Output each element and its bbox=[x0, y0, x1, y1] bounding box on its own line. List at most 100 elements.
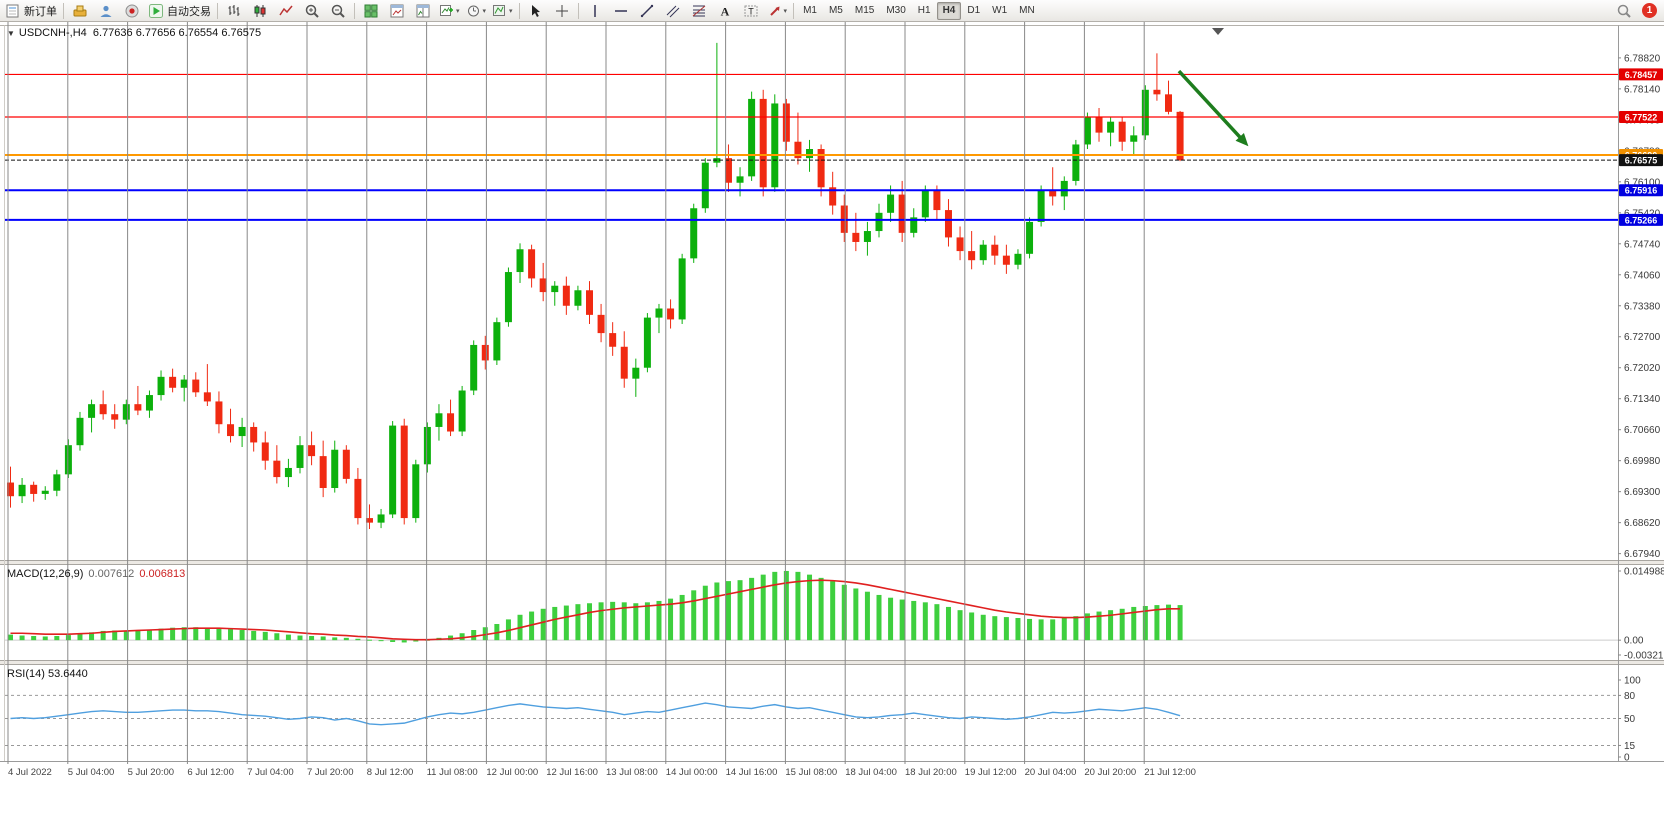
text-button[interactable]: A bbox=[712, 0, 738, 22]
channel-button[interactable] bbox=[660, 0, 686, 22]
autotrade-button[interactable]: 自动交易 bbox=[145, 0, 214, 22]
chart-canvas[interactable]: 6.788206.781406.774606.767806.761006.754… bbox=[0, 22, 1664, 833]
macd-bar bbox=[459, 633, 465, 641]
price-axis-label: 6.74740 bbox=[1624, 239, 1661, 250]
trendline-button[interactable] bbox=[634, 0, 660, 22]
macd-bar bbox=[783, 570, 789, 641]
template-dropdown bbox=[493, 4, 506, 16]
macd-bar bbox=[31, 636, 37, 641]
macd-bar bbox=[65, 635, 71, 641]
candle bbox=[1037, 190, 1045, 222]
panel-separator[interactable] bbox=[0, 560, 1664, 565]
timeframe-W1[interactable]: W1 bbox=[992, 4, 1008, 16]
community-button[interactable] bbox=[119, 0, 145, 22]
time-axis[interactable] bbox=[0, 761, 1664, 791]
window-chart-button[interactable] bbox=[384, 0, 410, 22]
template-dropdown[interactable]: ▾ bbox=[489, 0, 516, 22]
time-axis-label: 4 Jul 2022 bbox=[8, 767, 52, 778]
macd-bar bbox=[54, 636, 60, 641]
macd-bar bbox=[563, 605, 569, 641]
candle bbox=[412, 464, 420, 519]
macd-bar bbox=[725, 581, 731, 641]
candle bbox=[227, 424, 235, 437]
time-axis-label: 18 Jul 04:00 bbox=[845, 767, 897, 778]
candle bbox=[64, 445, 72, 475]
profile-button[interactable] bbox=[93, 0, 119, 22]
macd-bar bbox=[1027, 618, 1033, 641]
rsi-axis-label: 50 bbox=[1624, 714, 1636, 725]
fibonacci-icon bbox=[692, 5, 705, 16]
candle bbox=[377, 514, 385, 523]
zoom-out-button[interactable] bbox=[325, 0, 351, 22]
timeframe-M1[interactable]: M1 bbox=[803, 4, 817, 16]
candle bbox=[759, 98, 767, 188]
line-chart-button[interactable] bbox=[273, 0, 299, 22]
channel-icon bbox=[666, 5, 679, 17]
candle bbox=[41, 490, 49, 494]
search-button[interactable] bbox=[1611, 0, 1637, 22]
window-vertical-button[interactable] bbox=[410, 0, 436, 22]
price-axis-label: 6.75420 bbox=[1624, 208, 1661, 219]
candle bbox=[389, 425, 397, 515]
new-chart-dropdown[interactable]: ▾ bbox=[436, 0, 463, 22]
macd-bar bbox=[89, 632, 95, 641]
styles-button[interactable] bbox=[67, 0, 93, 22]
vertical-line-button[interactable] bbox=[582, 0, 608, 22]
candle bbox=[493, 322, 501, 361]
horizontal-line-button[interactable] bbox=[608, 0, 634, 22]
candle bbox=[690, 208, 698, 259]
arrows-dropdown bbox=[769, 6, 780, 16]
svg-text:6.75916: 6.75916 bbox=[1625, 186, 1658, 196]
fibonacci-button[interactable] bbox=[686, 0, 712, 22]
macd-layer bbox=[8, 570, 1183, 643]
chart-shift-marker[interactable] bbox=[1212, 28, 1224, 35]
macd-bar bbox=[1084, 613, 1090, 641]
candle bbox=[30, 484, 38, 494]
periods-dropdown[interactable]: ▾ bbox=[463, 0, 490, 22]
candle bbox=[887, 194, 895, 213]
notification-badge[interactable]: 1 bbox=[1642, 3, 1657, 18]
macd-bar bbox=[980, 614, 986, 641]
timeframe-MN[interactable]: MN bbox=[1019, 4, 1035, 16]
label-button[interactable]: T bbox=[738, 0, 764, 22]
chart-area[interactable]: 6.788206.781406.774606.767806.761006.754… bbox=[0, 22, 1664, 833]
macd-bar bbox=[760, 574, 766, 641]
trend-arrow-annotation[interactable] bbox=[1177, 69, 1249, 147]
candle bbox=[806, 149, 814, 159]
order-icon-label: 新订单 bbox=[24, 5, 57, 18]
timeframe-M30[interactable]: M30 bbox=[886, 4, 906, 16]
timeframe-M15[interactable]: M15 bbox=[854, 4, 875, 16]
search-icon bbox=[1617, 4, 1631, 18]
candle bbox=[829, 187, 837, 206]
timeframe-M5[interactable]: M5 bbox=[828, 4, 843, 16]
order-button[interactable]: 新订单 bbox=[2, 0, 60, 22]
zoom-in-button[interactable] bbox=[299, 0, 325, 22]
candle bbox=[991, 244, 999, 256]
bar-chart-button[interactable] bbox=[221, 0, 247, 22]
timeframe-H1[interactable]: H1 bbox=[917, 4, 931, 16]
candle bbox=[157, 376, 165, 396]
macd-bar bbox=[656, 600, 662, 641]
macd-bar bbox=[390, 640, 396, 643]
candle bbox=[910, 217, 918, 233]
chart-collapse-arrow-icon[interactable]: ▼ bbox=[7, 29, 15, 38]
time-axis-label: 12 Jul 00:00 bbox=[486, 767, 538, 778]
price-axis[interactable] bbox=[1618, 26, 1664, 761]
crosshair-button[interactable] bbox=[549, 0, 575, 22]
panel-separator[interactable] bbox=[0, 660, 1664, 665]
toolbar-separator bbox=[217, 2, 218, 19]
macd-bar bbox=[714, 582, 720, 641]
candlestick-chart-button[interactable] bbox=[247, 0, 273, 22]
timeframe-D1[interactable]: D1 bbox=[967, 4, 981, 16]
price-axis-label: 6.72020 bbox=[1624, 363, 1661, 374]
cursor-button[interactable] bbox=[523, 0, 549, 22]
macd-bar bbox=[587, 603, 592, 641]
tile-windows-button[interactable] bbox=[358, 0, 384, 22]
arrows-dropdown[interactable]: ▾ bbox=[764, 0, 791, 22]
toolbar-separator bbox=[518, 2, 520, 19]
chevron-down-icon: ▾ bbox=[783, 7, 788, 15]
candle bbox=[192, 379, 200, 393]
candle bbox=[771, 103, 779, 188]
macd-bar bbox=[749, 577, 755, 641]
timeframe-H4[interactable]: H4 bbox=[936, 1, 962, 20]
